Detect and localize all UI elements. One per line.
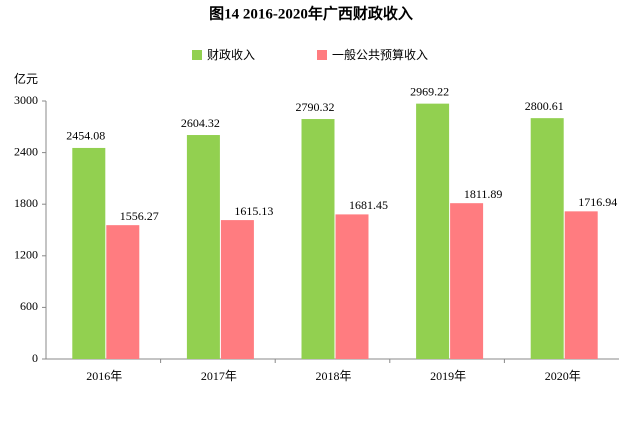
x-tick-label: 2019年 <box>430 369 466 383</box>
x-tick-label: 2018年 <box>315 369 351 383</box>
y-tick-label: 0 <box>32 351 38 365</box>
value-label: 1716.94 <box>578 195 617 209</box>
value-label: 2604.32 <box>181 116 220 130</box>
value-label: 2969.22 <box>410 84 449 98</box>
x-tick-label: 2020年 <box>545 369 581 383</box>
bar <box>72 147 106 359</box>
legend-label: 一般公共预算收入 <box>332 47 428 62</box>
bar <box>220 220 254 359</box>
y-tick-label: 3000 <box>14 93 38 107</box>
value-label: 1556.27 <box>120 209 159 223</box>
bar <box>450 203 484 359</box>
bar <box>301 119 335 360</box>
value-label: 2800.61 <box>525 99 564 113</box>
bar <box>186 135 220 359</box>
value-label: 2790.32 <box>296 100 335 114</box>
chart-title: 图14 2016-2020年广西财政收入 <box>209 4 413 22</box>
x-tick-label: 2016年 <box>86 369 122 383</box>
legend-label: 财政收入 <box>207 48 255 62</box>
bar <box>530 118 564 359</box>
bar <box>106 225 140 359</box>
y-tick-label: 1200 <box>14 248 38 262</box>
bar <box>564 211 598 359</box>
x-tick-label: 2017年 <box>201 369 237 383</box>
value-label: 1811.89 <box>464 187 503 201</box>
value-label: 1615.13 <box>234 204 273 218</box>
legend-swatch <box>192 50 202 60</box>
y-tick-label: 2400 <box>14 144 38 158</box>
value-label: 1681.45 <box>349 198 388 212</box>
y-tick-label: 600 <box>20 299 38 313</box>
bar <box>416 103 450 359</box>
y-tick-label: 1800 <box>14 196 38 210</box>
value-label: 2454.08 <box>66 129 105 143</box>
legend-swatch <box>317 50 327 60</box>
bar <box>335 214 369 359</box>
y-axis-label: 亿元 <box>14 71 38 86</box>
